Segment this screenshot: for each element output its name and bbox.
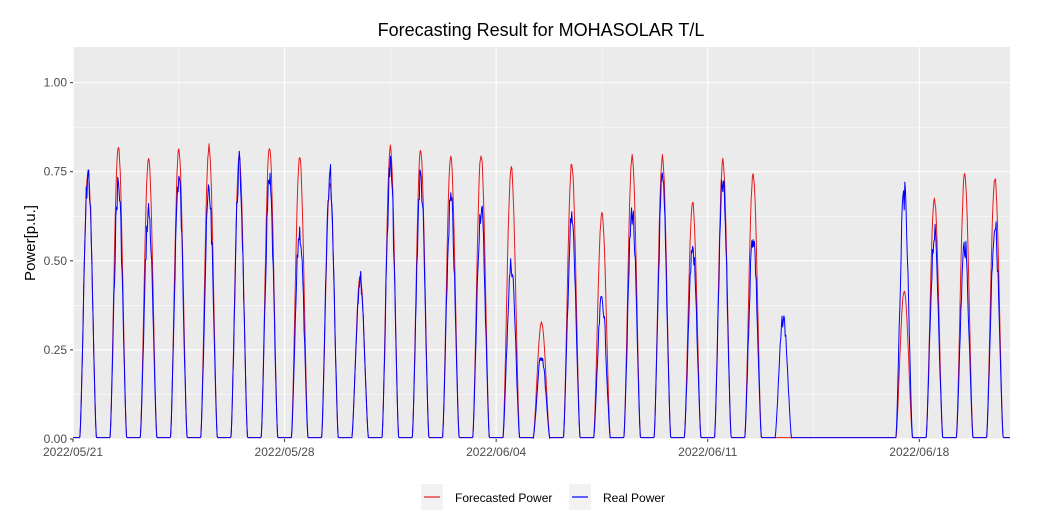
y-tick-label: 0.00	[44, 432, 68, 446]
chart-title: Forecasting Result for MOHASOLAR T/L	[378, 20, 705, 40]
x-axis: 2022/05/21 2022/05/28 2022/06/04 2022/06/11…	[43, 439, 950, 459]
major-gridlines	[72, 47, 1010, 440]
x-tick-label: 2022/06/04	[466, 445, 526, 459]
x-tick-label: 2022/06/18	[889, 445, 949, 459]
x-tick-label: 2022/05/21	[43, 445, 103, 459]
y-tick-label: 0.75	[44, 165, 68, 179]
y-axis: 0.00 0.25 0.50 0.75 1.00	[44, 76, 73, 446]
legend-label: Forecasted Power	[455, 491, 552, 505]
plot-panel	[73, 47, 1010, 439]
minor-gridlines	[73, 47, 1010, 439]
legend: Forecasted Power Real Power	[421, 484, 665, 510]
y-tick-label: 1.00	[44, 76, 68, 90]
x-tick-label: 2022/06/11	[678, 445, 737, 459]
legend-label: Real Power	[603, 491, 665, 505]
y-tick-label: 0.50	[44, 254, 68, 268]
y-tick-label: 0.25	[44, 343, 68, 357]
series-line-real-power	[73, 150, 1010, 439]
y-axis-title: Power[p.u.]	[22, 205, 39, 281]
series-layer	[73, 143, 1010, 439]
x-tick-label: 2022/05/28	[255, 445, 315, 459]
